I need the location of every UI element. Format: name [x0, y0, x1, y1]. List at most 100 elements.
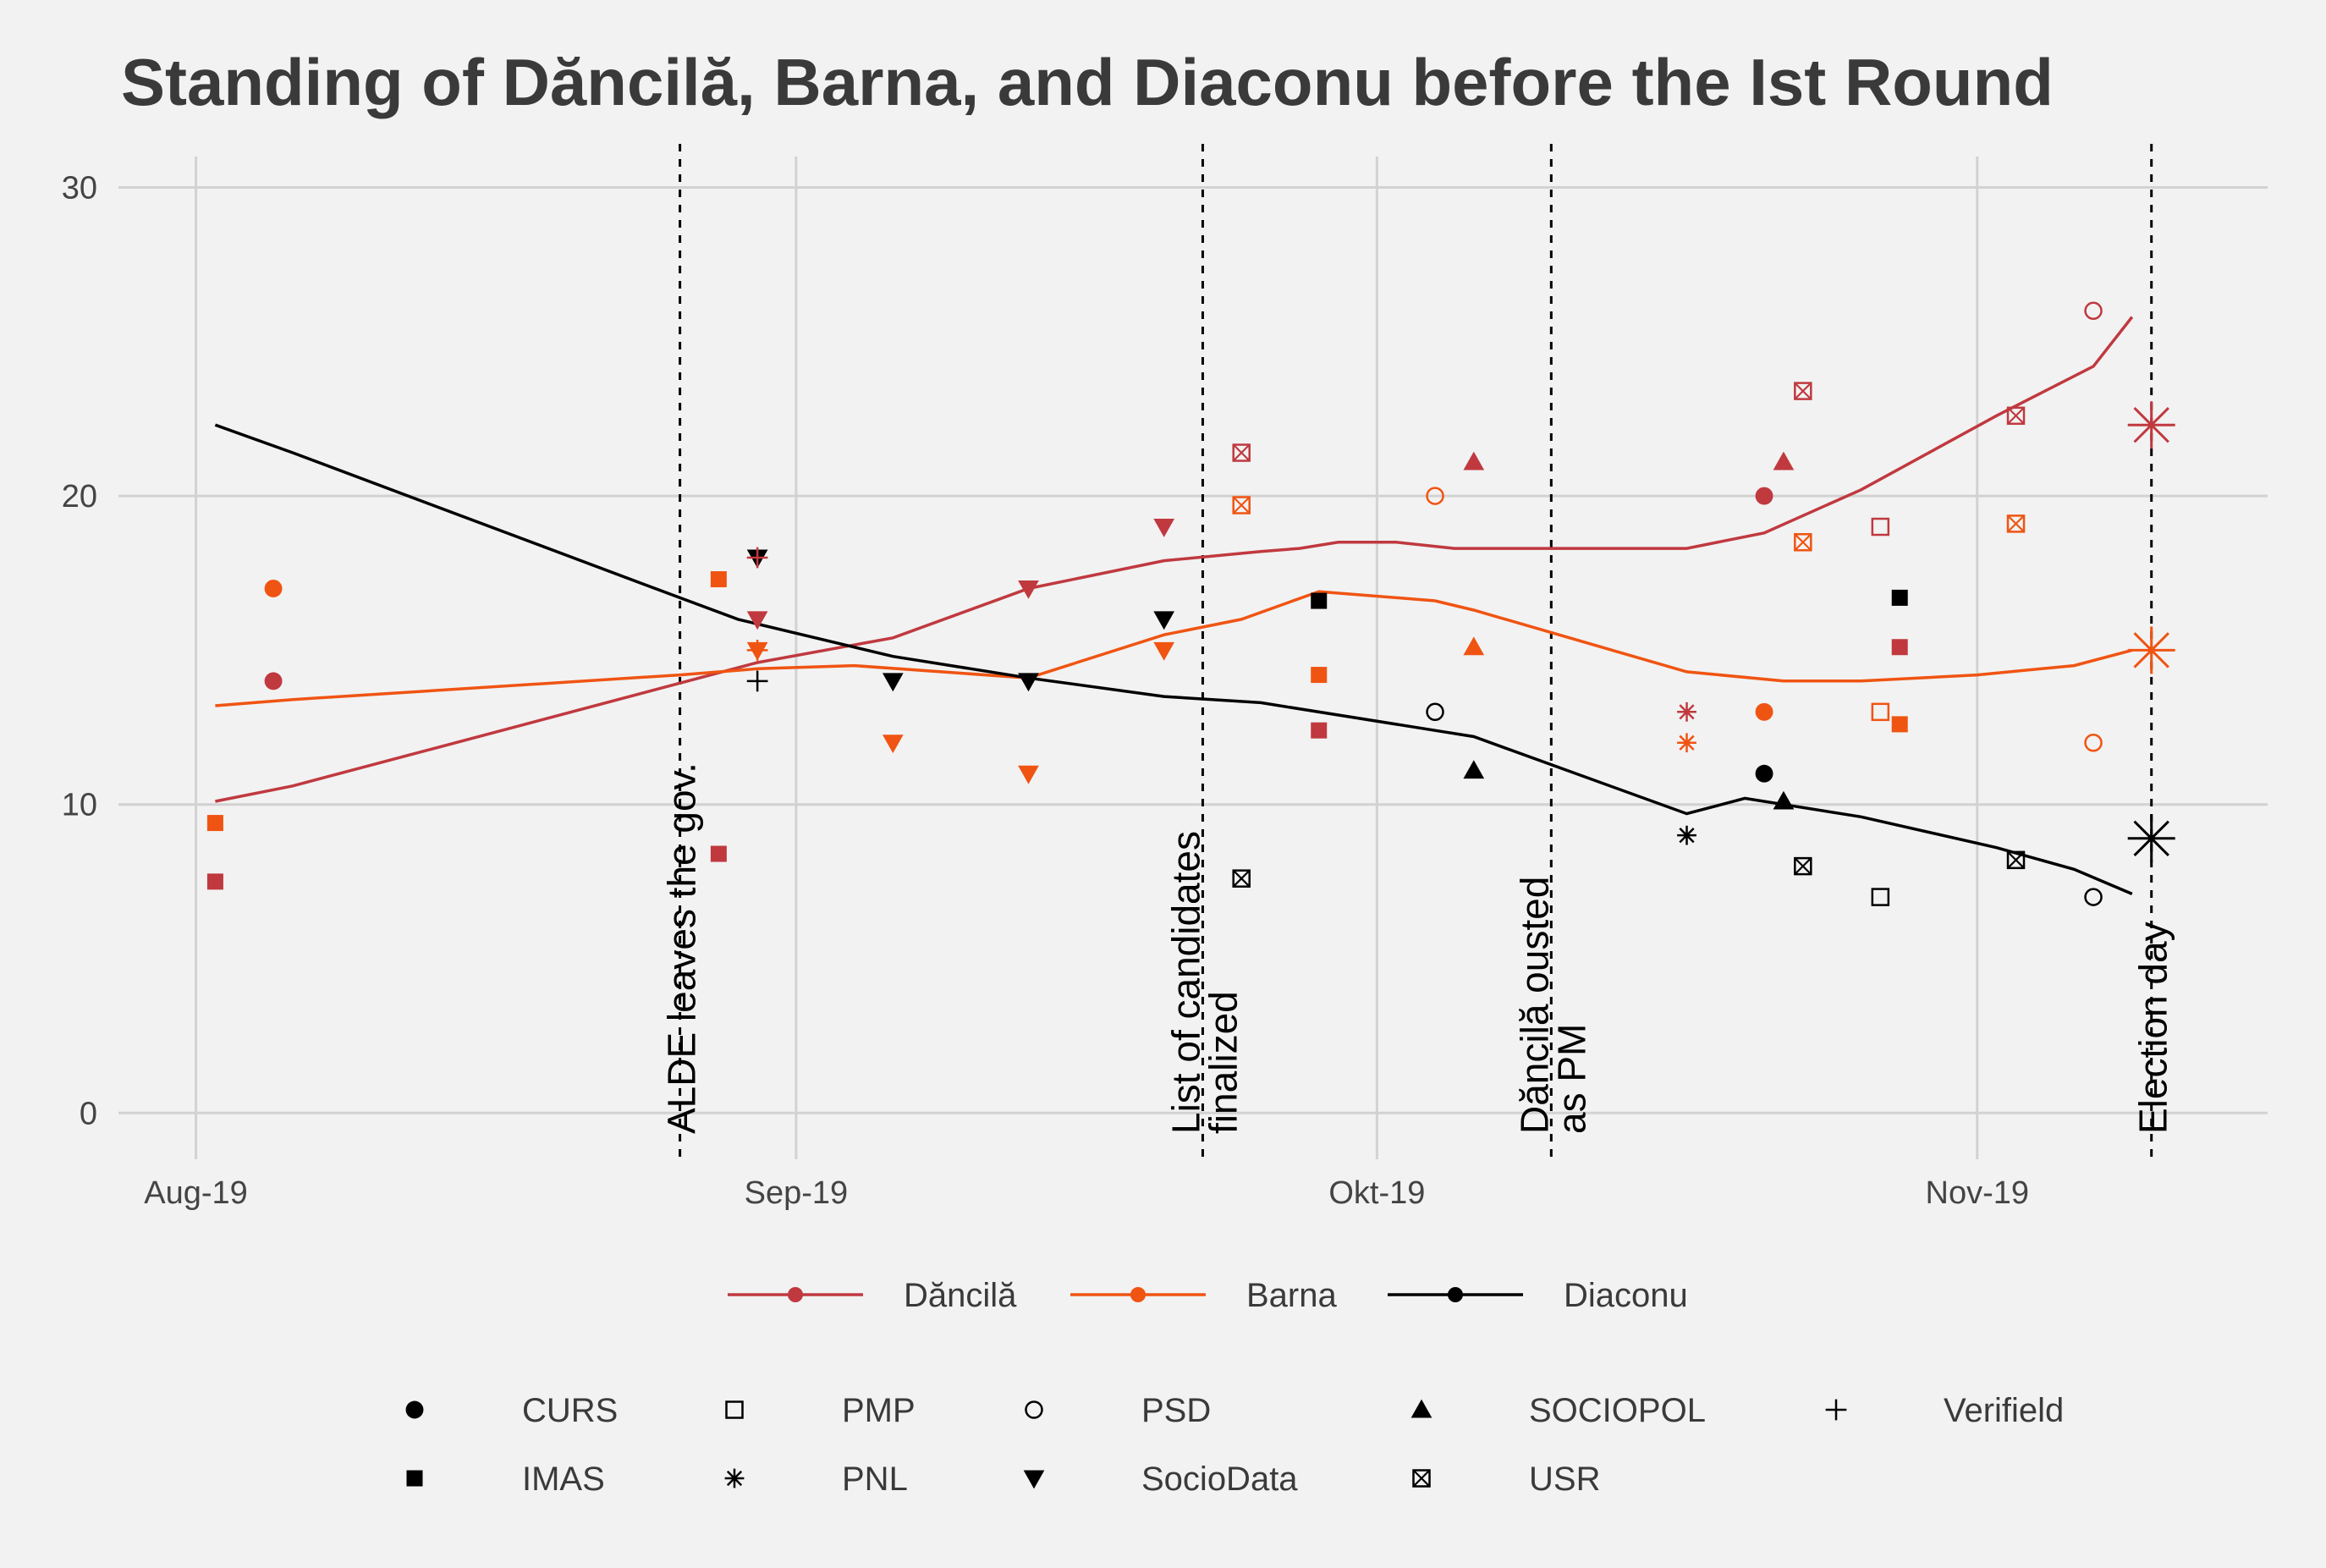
poll-point-dancila-imas: [206, 873, 223, 890]
legend-item-dancila: Dăncilă: [728, 1277, 1017, 1314]
poll-point-dancila-psd: [2084, 301, 2103, 321]
poll-point-diaconu-sociodata: [1153, 611, 1175, 630]
result-marker-dancila: [2127, 401, 2175, 449]
legend-label: Diaconu: [1564, 1277, 1688, 1314]
poll-point-barna-curs: [1755, 702, 1773, 721]
event-label: as PM: [1549, 1024, 1593, 1134]
legend-key: [725, 1400, 744, 1419]
poll-point-barna-imas: [1311, 667, 1328, 684]
legend-item-pnl: PNL: [724, 1461, 908, 1498]
legend-item-sociopol: SOCIOPOL: [1410, 1392, 1706, 1429]
poll-point-diaconu-sociodata: [1018, 673, 1039, 692]
poll-point-dancila-sociopol: [1773, 451, 1795, 470]
poll-point-barna-sociodata: [1153, 641, 1175, 661]
poll-point-diaconu-verifield: [746, 670, 768, 692]
legend-label: CURS: [522, 1392, 618, 1429]
legend-key: [1025, 1400, 1043, 1419]
poll-point-diaconu-usr: [2006, 850, 2026, 870]
legend-pollsters: CURS PMP PSD SOCIOPOL Verifield IMAS PNL SocioD…: [405, 1392, 2064, 1498]
legend-label: PSD: [1141, 1392, 1211, 1429]
legend-label: PMP: [842, 1392, 916, 1429]
poll-point-dancila-imas: [710, 845, 727, 862]
y-tick-label: 30: [62, 170, 97, 206]
poll-point-barna-usr: [2006, 514, 2026, 533]
event-label: ALDE leaves the gov.: [660, 762, 704, 1134]
poll-point-dancila-pmp: [1871, 517, 1890, 536]
legend-item-imas: IMAS: [406, 1461, 605, 1498]
result-marker-barna: [2127, 626, 2175, 674]
poll-point-barna-psd: [1426, 487, 1444, 505]
y-tick-label: 20: [62, 479, 97, 514]
poll-point-barna-imas: [1891, 716, 1908, 733]
legend-item-verifield: Verifield: [1825, 1392, 2064, 1429]
grid: [118, 157, 2268, 1159]
legend-label: USR: [1529, 1461, 1600, 1498]
poll-point-dancila-imas: [1891, 639, 1908, 656]
legend-label: Barna: [1246, 1277, 1337, 1314]
poll-point-dancila-verifield: [746, 547, 768, 569]
poll-point-barna-sociodata: [882, 734, 904, 754]
legend-label: IMAS: [522, 1461, 605, 1498]
election-results: [2127, 401, 2175, 862]
poll-point-diaconu-psd: [1426, 702, 1444, 722]
trend-line-dancila: [215, 316, 2134, 803]
legend-item-psd: PSD: [1025, 1392, 1211, 1429]
poll-point-diaconu-sociopol: [1463, 760, 1485, 779]
poll-point-barna-pnl: [1677, 733, 1696, 753]
chart-title: Standing of Dăncilă, Barna, and Diaconu …: [121, 45, 2054, 119]
poll-point-diaconu-psd: [2084, 888, 2103, 906]
poll-point-dancila-usr: [1232, 443, 1251, 462]
legend-key: [1023, 1470, 1045, 1489]
legend-item-usr: USR: [1412, 1461, 1600, 1498]
axes: 0 10 20 30 Aug-19 Sep-19 Okt-19 Nov-19: [62, 170, 2029, 1211]
legend-item-curs: CURS: [405, 1392, 618, 1429]
poll-point-diaconu-sociopol: [1773, 790, 1795, 810]
poll-point-diaconu-usr: [1794, 856, 1812, 876]
legend-label: Verifield: [1944, 1392, 2064, 1429]
legend-label: SocioData: [1141, 1461, 1298, 1498]
poll-points: [206, 301, 2103, 906]
poll-point-diaconu-curs: [1755, 764, 1773, 783]
poll-point-barna-imas: [710, 571, 727, 588]
y-tick-label: 10: [62, 788, 97, 823]
trend-line-diaconu: [214, 423, 2133, 896]
legend-item-sociodata: SocioData: [1023, 1461, 1298, 1498]
poll-point-barna-imas: [206, 815, 223, 832]
legend-item-barna: Barna: [1070, 1277, 1337, 1314]
poll-point-dancila-sociopol: [1463, 451, 1485, 470]
result-marker-diaconu: [2127, 814, 2175, 862]
poll-point-dancila-usr: [1794, 382, 1812, 400]
poll-point-dancila-sociodata: [746, 611, 768, 630]
poll-point-dancila-sociodata: [1018, 580, 1039, 599]
x-tick-label: Sep-19: [745, 1175, 849, 1211]
poll-point-barna-verifield: [746, 640, 768, 661]
legend-key: [724, 1468, 745, 1488]
poll-point-dancila-usr: [2006, 406, 2026, 426]
legend-key: [1412, 1469, 1431, 1488]
legend-key: [406, 1470, 423, 1487]
legend-label: Dăncilă: [904, 1277, 1017, 1314]
legend-candidates: Dăncilă Barna Diaconu: [728, 1277, 1688, 1314]
x-tick-label: Okt-19: [1328, 1175, 1425, 1211]
poll-point-barna-sociodata: [1018, 765, 1039, 784]
poll-point-barna-curs: [264, 580, 283, 597]
poll-point-barna-pmp: [1871, 702, 1890, 722]
legend-key: [1410, 1399, 1432, 1418]
poll-point-diaconu-usr: [1232, 869, 1251, 888]
y-tick-label: 0: [80, 1096, 97, 1131]
poll-point-barna-psd: [2084, 734, 2103, 752]
poll-point-barna-usr: [1794, 533, 1812, 552]
x-tick-label: Nov-19: [1926, 1175, 2030, 1211]
legend-label: PNL: [842, 1461, 908, 1498]
poll-point-dancila-curs: [1755, 487, 1773, 505]
poll-point-barna-sociopol: [1463, 636, 1485, 656]
poll-point-dancila-curs: [264, 672, 283, 690]
poll-point-diaconu-imas: [1311, 592, 1328, 609]
event-label: Election day: [2131, 922, 2175, 1134]
trend-lines: [214, 316, 2134, 896]
event-markers: ALDE leaves the gov. List of candidatesfi…: [660, 144, 2175, 1159]
poll-point-diaconu-pmp: [1871, 888, 1890, 906]
legend-item-pmp: PMP: [725, 1392, 916, 1429]
event-label: Dăncilă ousted: [1512, 877, 1556, 1134]
